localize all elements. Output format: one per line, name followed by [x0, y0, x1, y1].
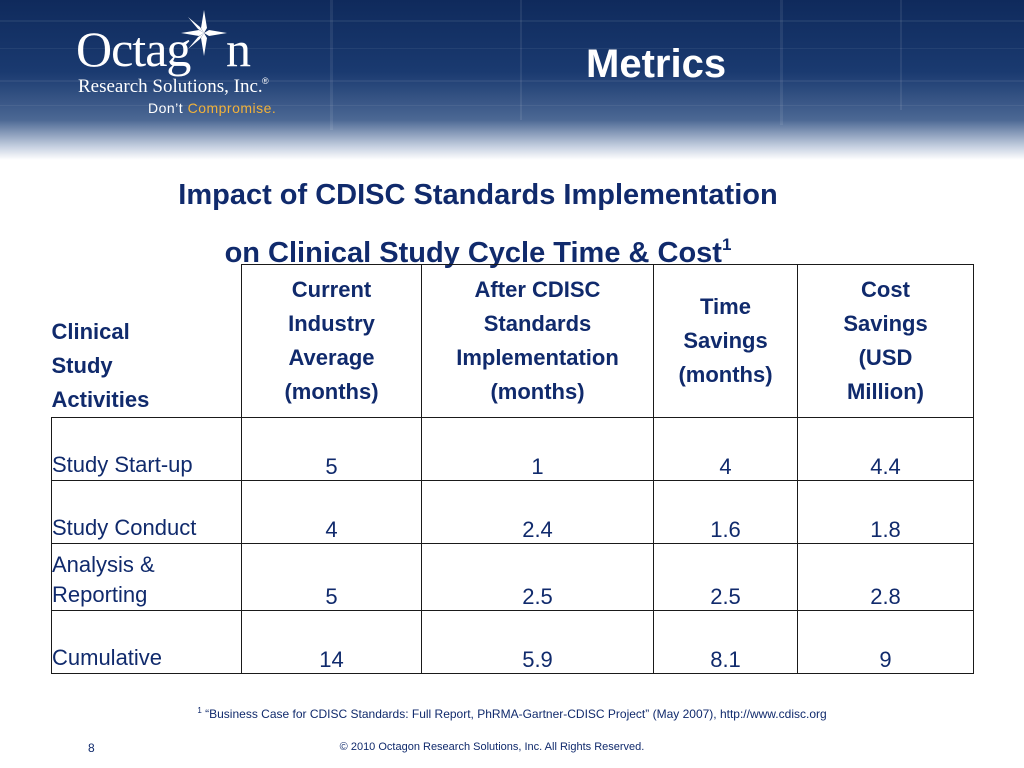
cell-after: 2.5	[421, 543, 654, 611]
cell-time-savings: 8.1	[653, 610, 798, 674]
cell-current: 5	[241, 543, 422, 611]
banner-texture	[0, 0, 1024, 130]
cell-after: 5.9	[421, 610, 654, 674]
tagline-compromise: Compromise.	[187, 100, 277, 116]
table-row: Analysis & Reporting 5 2.5 2.5 2.8	[51, 543, 974, 611]
table-heading: Impact of CDISC Standards Implementation…	[60, 170, 896, 278]
header-clinical-study-activities: Clinical Study Activities	[51, 264, 242, 418]
slide-title: Metrics	[586, 42, 727, 86]
heading-line-2-text: on Clinical Study Cycle Time & Cost	[224, 237, 722, 269]
cell-after: 2.4	[421, 480, 654, 544]
cell-cost-savings: 9	[797, 610, 974, 674]
header-time-savings: Time Savings (months)	[653, 264, 798, 418]
cell-activity: Study Conduct	[51, 480, 242, 544]
cell-cost-savings: 2.8	[797, 543, 974, 611]
logo-tagline: Don’t Compromise.	[148, 100, 276, 116]
cell-after: 1	[421, 417, 654, 481]
cell-cost-savings: 1.8	[797, 480, 974, 544]
footnote: 1 “Business Case for CDISC Standards: Fu…	[0, 706, 1024, 721]
cell-time-savings: 4	[653, 417, 798, 481]
heading-line-2: on Clinical Study Cycle Time & Cost1	[60, 220, 896, 278]
footnote-text: “Business Case for CDISC Standards: Full…	[205, 707, 827, 721]
footnote-marker: 1	[197, 706, 202, 715]
header-current-industry-average: Current Industry Average (months)	[241, 264, 422, 418]
octagon-logo[interactable]: Octag n Research Solutions, Inc. ® Don’t…	[76, 10, 316, 125]
registered-mark: ®	[262, 76, 269, 86]
tagline-dont: Don’t	[148, 100, 184, 116]
cell-cost-savings: 4.4	[797, 417, 974, 481]
table-header-row: Clinical Study Activities Current Indust…	[51, 264, 974, 418]
header-after-cdisc: After CDISC Standards Implementation (mo…	[421, 264, 654, 418]
cell-current: 14	[241, 610, 422, 674]
page-number: 8	[88, 741, 95, 755]
logo-wordmark-part2: n	[226, 21, 251, 77]
table-row: Study Start-up 5 1 4 4.4	[51, 417, 974, 481]
logo-wordmark-part1: Octag	[76, 21, 191, 77]
cell-time-savings: 1.6	[653, 480, 798, 544]
header-cost-savings: Cost Savings (USD Million)	[797, 264, 974, 418]
copyright-notice: © 2010 Octagon Research Solutions, Inc. …	[339, 741, 645, 753]
cell-current: 5	[241, 417, 422, 481]
heading-footnote-marker: 1	[721, 235, 732, 254]
table-row: Study Conduct 4 2.4 1.6 1.8	[51, 480, 974, 544]
cell-activity: Study Start-up	[51, 417, 242, 481]
cell-current: 4	[241, 480, 422, 544]
header-banner: Octag n Research Solutions, Inc. ® Don’t…	[0, 0, 1024, 160]
cell-time-savings: 2.5	[653, 543, 798, 611]
compass-star-icon	[181, 10, 227, 56]
heading-line-1: Impact of CDISC Standards Implementation	[178, 179, 778, 211]
metrics-table: Clinical Study Activities Current Indust…	[51, 264, 974, 674]
cell-activity: Cumulative	[51, 610, 242, 674]
cell-activity: Analysis & Reporting	[51, 543, 242, 611]
table-row: Cumulative 14 5.9 8.1 9	[51, 610, 974, 674]
logo-company-name: Research Solutions, Inc.	[78, 76, 263, 97]
